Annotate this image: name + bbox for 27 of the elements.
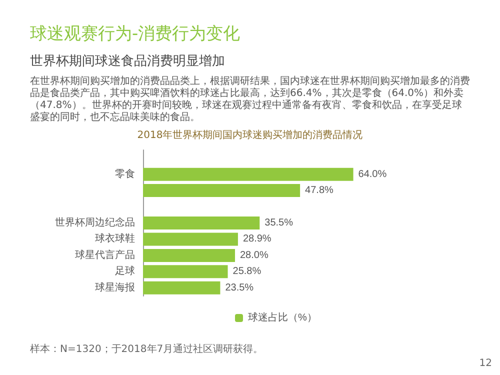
data-label: 64.0% xyxy=(358,168,387,180)
data-label: 28.9% xyxy=(242,234,272,245)
text: 样本：N=1320；于2018年7月通过社区调研获得。 xyxy=(30,342,264,356)
data-label: 28.0% xyxy=(240,250,268,261)
legend-label: 球迷占比（%） xyxy=(248,312,317,324)
y-tick-label: 球星代言产品 xyxy=(75,248,135,261)
y-tick-label: 球衣球鞋 xyxy=(95,232,135,245)
bar xyxy=(143,168,354,181)
chart-subtitle: 世界杯期间球迷食品消费明显增加 xyxy=(30,53,225,70)
text: 12 xyxy=(479,358,492,369)
bar xyxy=(143,216,260,230)
y-tick-label: 零食 xyxy=(115,168,135,180)
data-label: 25.8% xyxy=(232,266,262,278)
y-tick-label: 世界杯周边纪念品 xyxy=(55,216,135,228)
bar xyxy=(143,281,220,294)
data-label: 35.5% xyxy=(264,218,294,228)
bar xyxy=(143,232,238,246)
data-label: 47.8% xyxy=(305,185,334,196)
text: 在世界杯期间购买增加的消费品品类上，根据调研结果，国内球迷在世界杯期间购买增加最多的消费品是食品类产品，其中购买啤酒饮料的球迷占比最高，达到66.4%，其次是零食（64.0%）和外卖（47.8%）。世界杯的开赛时间较晚，球迷在观赛过程中通常备有夜宵、零食和饮品，在享受足球盛宴的同时，也不忘品味美味的食品。 xyxy=(30,76,470,124)
text: 2018年世界杯期间国内球迷购买增加的消费品情况 xyxy=(136,128,364,142)
data-label: 23.5% xyxy=(225,282,254,294)
bar xyxy=(143,248,235,262)
bar xyxy=(143,184,300,198)
bar xyxy=(143,265,228,278)
chart-title: 球迷观赛行为-消费行为变化 xyxy=(30,23,240,45)
y-tick-label: 足球 xyxy=(115,265,135,278)
y-tick-label: 球星海报 xyxy=(95,281,135,294)
